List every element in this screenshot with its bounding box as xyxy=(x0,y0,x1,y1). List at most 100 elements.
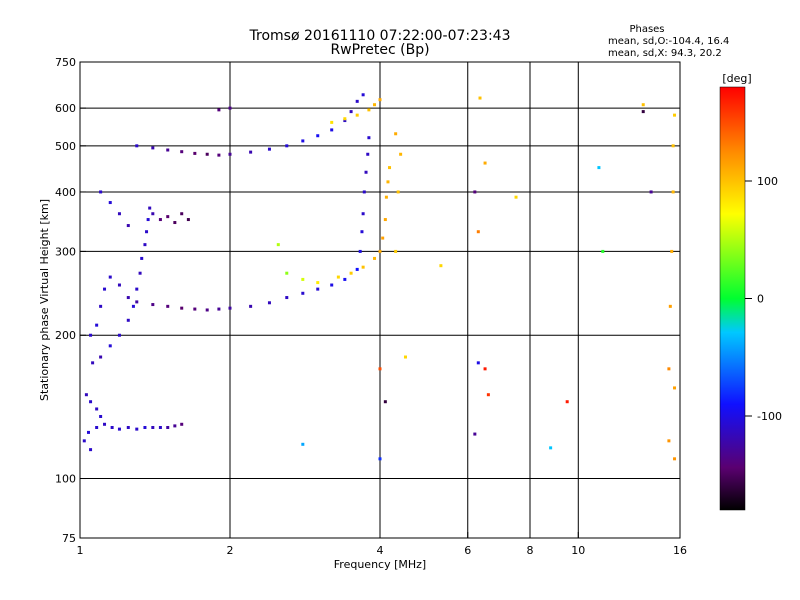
data-point xyxy=(95,425,99,429)
colorbar-tick-label: 0 xyxy=(757,293,764,306)
data-point xyxy=(399,152,403,156)
x-tick-label: 1 xyxy=(77,544,84,557)
data-point xyxy=(217,108,221,112)
data-point xyxy=(514,195,518,199)
data-point xyxy=(166,304,170,308)
data-point xyxy=(361,265,365,269)
data-point xyxy=(667,439,671,443)
y-tick-label: 600 xyxy=(55,102,76,115)
data-point xyxy=(668,304,672,308)
data-point xyxy=(148,206,152,210)
y-tick-label: 500 xyxy=(55,140,76,153)
data-point xyxy=(158,425,162,429)
data-point xyxy=(145,230,149,234)
data-point xyxy=(336,275,340,279)
data-point xyxy=(173,221,177,225)
data-point xyxy=(131,304,135,308)
data-point xyxy=(249,150,253,154)
data-point xyxy=(249,304,253,308)
data-point xyxy=(135,287,139,291)
stats-line-x: mean, sd,X: 94.3, 20.2 xyxy=(608,48,722,59)
data-point xyxy=(276,243,280,247)
x-tick-label: 16 xyxy=(673,544,687,557)
data-point xyxy=(366,152,370,156)
data-point xyxy=(193,151,197,155)
x-axis-label: Frequency [MHz] xyxy=(334,558,426,571)
data-point xyxy=(396,190,400,194)
data-point xyxy=(126,296,130,300)
data-point xyxy=(361,212,365,216)
data-point xyxy=(355,113,359,117)
data-point xyxy=(173,424,177,428)
x-tick-label: 2 xyxy=(227,544,234,557)
data-point xyxy=(364,170,368,174)
data-point xyxy=(117,333,121,337)
data-point xyxy=(316,287,320,291)
data-point xyxy=(330,283,334,287)
data-point xyxy=(285,271,289,275)
data-point xyxy=(343,117,347,121)
data-point xyxy=(99,304,103,308)
data-point xyxy=(486,393,490,397)
data-point xyxy=(135,144,139,148)
data-point xyxy=(667,367,671,371)
data-point xyxy=(381,236,385,240)
data-point xyxy=(89,400,93,404)
x-ticks: 1 2 4 6 8 10 16 xyxy=(77,532,687,557)
data-point xyxy=(89,333,93,337)
data-point xyxy=(228,306,232,310)
data-point xyxy=(285,296,289,300)
data-point xyxy=(193,307,197,311)
data-point xyxy=(386,180,390,184)
data-point xyxy=(316,134,320,138)
data-points xyxy=(82,93,677,461)
data-point xyxy=(330,120,334,124)
y-tick-label: 750 xyxy=(55,56,76,69)
data-point xyxy=(673,457,677,461)
data-point xyxy=(439,264,443,268)
stats-line-o: mean, sd,O:-104.4, 16.4 xyxy=(608,36,729,47)
data-point xyxy=(82,439,86,443)
data-point xyxy=(267,147,271,151)
data-point xyxy=(301,291,305,295)
data-point xyxy=(135,300,139,304)
data-point xyxy=(649,190,653,194)
data-point xyxy=(394,249,398,253)
data-point xyxy=(673,386,677,390)
data-point xyxy=(349,110,353,114)
data-point xyxy=(641,103,645,107)
x-tick-label: 8 xyxy=(527,544,534,557)
data-point xyxy=(483,161,487,165)
data-point xyxy=(483,367,487,371)
data-point xyxy=(140,256,144,260)
data-point xyxy=(285,144,289,148)
data-point xyxy=(378,249,382,253)
data-point xyxy=(478,96,482,100)
data-point xyxy=(473,190,477,194)
data-point xyxy=(403,355,407,359)
colorbar-label: [deg] xyxy=(722,72,751,85)
data-point xyxy=(355,99,359,103)
data-point xyxy=(151,212,155,216)
data-point xyxy=(565,400,569,404)
data-point xyxy=(355,267,359,271)
data-point xyxy=(383,400,387,404)
data-point xyxy=(180,212,184,216)
data-point xyxy=(301,442,305,446)
chart-title: Tromsø 20161110 07:22:00-07:23:43 xyxy=(249,28,511,44)
data-point xyxy=(597,166,601,170)
data-point xyxy=(670,249,674,253)
x-tick-label: 4 xyxy=(377,544,384,557)
data-point xyxy=(367,136,371,140)
data-point xyxy=(143,243,147,247)
data-point xyxy=(361,93,365,97)
colorbar-ticks: 100 0 -100 xyxy=(745,175,782,423)
data-point xyxy=(388,166,392,170)
data-point xyxy=(601,249,605,253)
colorbar-tick-label: 100 xyxy=(757,175,778,188)
data-point xyxy=(108,201,112,205)
data-point xyxy=(110,425,114,429)
data-point xyxy=(367,108,371,112)
data-point xyxy=(99,414,103,418)
